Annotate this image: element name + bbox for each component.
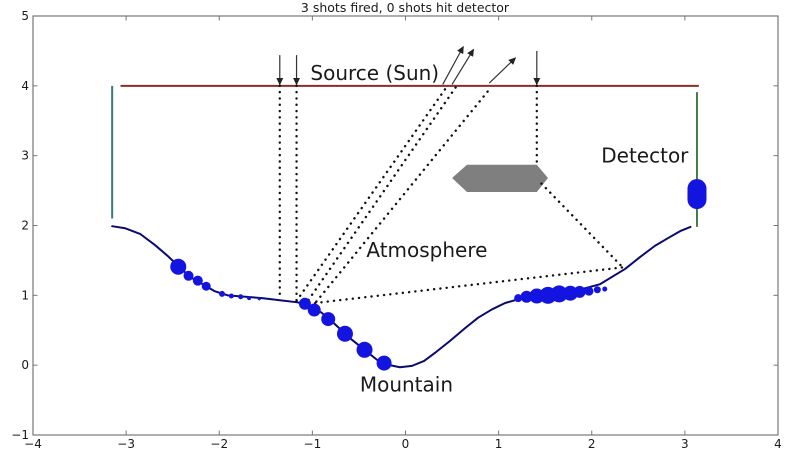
deposit-dot bbox=[573, 285, 586, 298]
photon-path bbox=[313, 266, 624, 305]
y-tick-label: 5 bbox=[21, 9, 29, 23]
atmosphere-label: Atmosphere bbox=[366, 238, 487, 262]
photon-path bbox=[303, 84, 458, 307]
y-tick-label: 1 bbox=[21, 288, 29, 302]
deposit-dot bbox=[336, 325, 353, 342]
deposit-dot bbox=[602, 286, 608, 292]
photon-path bbox=[540, 182, 625, 270]
y-tick-label: −1 bbox=[11, 428, 29, 442]
deposit-dot bbox=[593, 286, 601, 294]
deposit-dot bbox=[321, 312, 336, 327]
source-label: Source (Sun) bbox=[310, 61, 439, 85]
deposit-dot bbox=[228, 293, 234, 299]
deposit-dot bbox=[584, 286, 594, 296]
x-tick-label: 1 bbox=[495, 437, 503, 450]
deposit-dot bbox=[376, 355, 392, 371]
deposit-dot bbox=[307, 303, 321, 317]
mountain-label: Mountain bbox=[360, 373, 453, 397]
x-tick-label: −4 bbox=[24, 437, 42, 450]
x-tick-label: −1 bbox=[304, 437, 322, 450]
deposit-dot bbox=[356, 341, 373, 358]
detector-label: Detector bbox=[601, 144, 689, 168]
up-arrow bbox=[442, 45, 464, 85]
deposit-dot bbox=[192, 275, 203, 286]
y-tick-label: 3 bbox=[21, 149, 29, 163]
deposit-dot bbox=[170, 258, 187, 275]
detector-sensor bbox=[687, 179, 707, 210]
up-arrow bbox=[451, 48, 475, 85]
y-tick-label: 0 bbox=[21, 358, 29, 372]
deposit-dot bbox=[562, 285, 578, 301]
scene bbox=[111, 45, 707, 371]
x-tick-label: 4 bbox=[774, 437, 782, 450]
x-tick-label: 0 bbox=[402, 437, 410, 450]
deposit-dot bbox=[219, 290, 226, 297]
x-tick-label: −2 bbox=[210, 437, 228, 450]
up-arrow bbox=[488, 57, 517, 84]
x-tick-label: 2 bbox=[588, 437, 596, 450]
deposit-dot bbox=[247, 296, 252, 301]
photon-path bbox=[295, 86, 448, 303]
cloud-shape bbox=[452, 164, 548, 192]
deposit-dot bbox=[298, 297, 311, 310]
x-tick-label: 3 bbox=[681, 437, 689, 450]
deposit-dot bbox=[550, 285, 568, 303]
y-tick-label: 2 bbox=[21, 219, 29, 233]
axes: −4 −3 −2 −1 0 1 2 3 4 −1 0 1 2 3 4 5 bbox=[11, 9, 782, 450]
deposit-dot bbox=[514, 294, 523, 303]
deposit-dot bbox=[201, 281, 211, 291]
deposit-dot bbox=[520, 290, 533, 303]
deposit-dot bbox=[257, 297, 261, 301]
y-tick-label: 4 bbox=[21, 79, 29, 93]
x-tick-label: −3 bbox=[117, 437, 135, 450]
deposit-dot bbox=[183, 270, 194, 281]
figure-title: 3 shots fired, 0 shots hit detector bbox=[301, 0, 510, 15]
deposit-dot bbox=[238, 294, 244, 300]
